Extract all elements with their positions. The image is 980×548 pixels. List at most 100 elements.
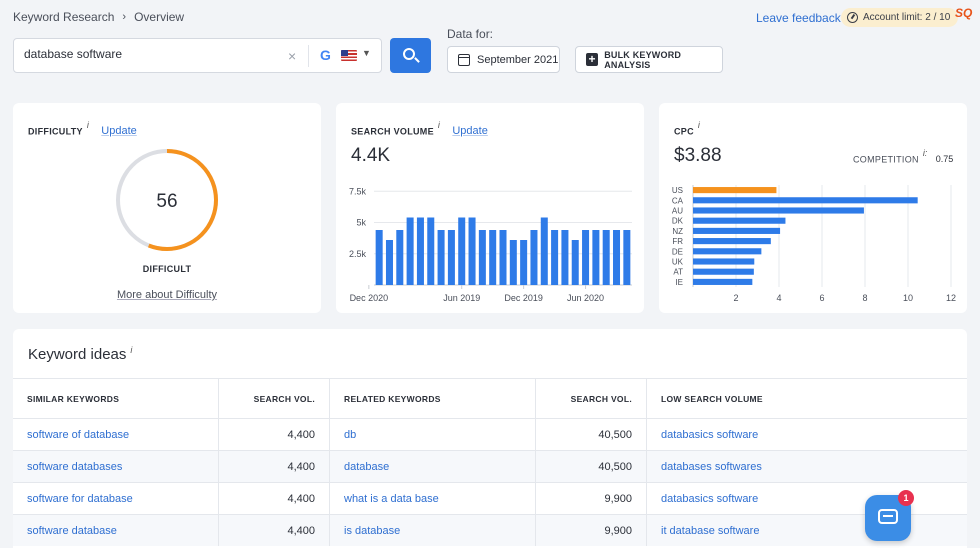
country-label: DE xyxy=(672,247,683,256)
account-limit-badge: Account limit: 2 / 10 xyxy=(841,8,959,27)
google-icon: G xyxy=(320,47,331,63)
breadcrumb-root[interactable]: Keyword Research xyxy=(13,10,115,24)
related-keyword-link[interactable]: what is a data base xyxy=(344,492,439,505)
leave-feedback-link[interactable]: Leave feedback xyxy=(756,11,841,25)
similar-keyword-link[interactable]: software database xyxy=(27,524,117,537)
low-volume-keyword-link[interactable]: databasics software xyxy=(661,428,759,441)
account-limit-text: Account limit: 2 / 10 xyxy=(863,12,951,23)
search-box: × G ▼ xyxy=(13,38,382,73)
info-icon[interactable]: i xyxy=(86,120,89,130)
chat-icon xyxy=(878,509,898,524)
cpc-bar[interactable] xyxy=(693,207,864,214)
table-header-row: SIMILAR KEYWORDS SEARCH VOL. RELATED KEY… xyxy=(13,378,967,418)
x-tick-label: Jun 2020 xyxy=(567,293,604,303)
search-volume-update-link[interactable]: Update xyxy=(452,125,488,138)
cpc-bar[interactable] xyxy=(693,238,771,245)
column-header: LOW SEARCH VOLUME xyxy=(661,393,763,404)
cpc-card: CPCi $3.88 COMPETITIONi: 0.75 2 4 6 8 10 12 US… xyxy=(659,103,967,313)
cpc-bar[interactable] xyxy=(693,258,755,265)
x-tick-label: 8 xyxy=(862,293,867,303)
volume-bar[interactable] xyxy=(396,230,404,285)
search-volume-cell: 4,400 xyxy=(219,419,330,450)
column-header[interactable]: SEARCH VOL. xyxy=(536,379,647,418)
volume-bar[interactable] xyxy=(592,230,600,285)
cpc-value: $3.88 xyxy=(674,145,722,166)
volume-bar[interactable] xyxy=(561,230,569,285)
volume-bar[interactable] xyxy=(571,240,579,285)
chevron-right-icon: › xyxy=(122,11,127,23)
table-row: software for database 4,400 what is a da… xyxy=(13,482,967,514)
low-volume-keyword-link[interactable]: it database software xyxy=(661,524,760,537)
volume-bar[interactable] xyxy=(499,230,507,285)
related-keyword-link[interactable]: is database xyxy=(344,524,401,537)
gauge-fill xyxy=(116,149,218,251)
volume-bar[interactable] xyxy=(509,240,517,285)
country-label: NZ xyxy=(672,227,683,236)
competition-value: 0.75 xyxy=(935,154,954,165)
competition-label: COMPETITION xyxy=(853,154,919,165)
keyword-ideas-card: Keyword ideas i SIMILAR KEYWORDS SEARCH V… xyxy=(13,329,967,548)
search-volume-cell: 4,400 xyxy=(219,515,330,546)
cpc-bar[interactable] xyxy=(693,268,754,275)
volume-bar[interactable] xyxy=(530,230,538,285)
related-keyword-link[interactable]: db xyxy=(344,428,357,441)
volume-bar[interactable] xyxy=(602,230,610,285)
x-tick-label: Dec 2020 xyxy=(350,293,389,303)
low-volume-keyword-link[interactable]: databasics software xyxy=(661,492,759,505)
volume-bar[interactable] xyxy=(551,230,559,285)
low-volume-keyword-link[interactable]: databases softwares xyxy=(661,460,762,473)
date-value: September 2021 xyxy=(477,53,559,66)
volume-bar[interactable] xyxy=(447,230,455,285)
volume-bar[interactable] xyxy=(385,240,393,285)
info-icon[interactable]: i: xyxy=(922,148,928,158)
country-label: DK xyxy=(672,217,684,226)
volume-bar[interactable] xyxy=(613,230,621,285)
similar-keyword-link[interactable]: software databases xyxy=(27,460,123,473)
cpc-bar[interactable] xyxy=(693,187,777,194)
country-label: AU xyxy=(672,207,683,216)
search-volume-cell: 4,400 xyxy=(219,483,330,514)
search-volume-cell: 9,900 xyxy=(536,515,647,546)
search-input[interactable] xyxy=(24,47,284,61)
cpc-bar[interactable] xyxy=(693,248,762,255)
table-row: software database 4,400 is database 9,90… xyxy=(13,514,967,546)
difficulty-update-link[interactable]: Update xyxy=(101,125,137,138)
date-picker-button[interactable]: September 2021 xyxy=(447,46,560,73)
volume-bar[interactable] xyxy=(416,217,424,286)
data-for-label: Data for: xyxy=(447,27,494,41)
volume-bar[interactable] xyxy=(540,217,548,286)
column-header[interactable]: SEARCH VOL. xyxy=(219,379,330,418)
volume-bar[interactable] xyxy=(437,230,445,285)
volume-bar[interactable] xyxy=(623,230,631,285)
cpc-bar[interactable] xyxy=(693,197,918,204)
us-flag-icon[interactable] xyxy=(341,50,357,61)
cpc-bar[interactable] xyxy=(693,278,753,285)
volume-bar[interactable] xyxy=(375,230,383,285)
info-icon[interactable]: i xyxy=(437,120,440,130)
cpc-bar[interactable] xyxy=(693,217,786,224)
volume-bar[interactable] xyxy=(468,217,476,286)
volume-bar[interactable] xyxy=(520,240,528,285)
search-volume-chart: 2.5k 5k 7.5k Jun 2019 Dec 2019 Jun 2020 Dec 20… xyxy=(349,186,632,303)
volume-bar[interactable] xyxy=(478,230,486,285)
clear-icon[interactable]: × xyxy=(288,48,297,64)
volume-bar[interactable] xyxy=(406,217,414,286)
volume-bar[interactable] xyxy=(458,217,466,286)
volume-bar[interactable] xyxy=(427,217,435,286)
info-icon[interactable]: i xyxy=(130,345,133,355)
volume-bar[interactable] xyxy=(582,230,590,285)
search-button[interactable] xyxy=(390,38,431,73)
bulk-keyword-analysis-button[interactable]: + BULK KEYWORD ANALYSIS xyxy=(575,46,723,73)
info-icon[interactable]: i xyxy=(697,120,700,130)
cpc-bar[interactable] xyxy=(693,227,781,234)
bulk-label: BULK KEYWORD ANALYSIS xyxy=(604,49,682,70)
chevron-down-icon[interactable]: ▼ xyxy=(362,48,371,58)
volume-bar[interactable] xyxy=(489,230,497,285)
related-keyword-link[interactable]: database xyxy=(344,460,390,473)
country-label: CA xyxy=(672,196,684,205)
more-about-difficulty-link[interactable]: More about Difficulty xyxy=(116,289,218,301)
search-volume-cell: 40,500 xyxy=(536,419,647,450)
search-icon xyxy=(403,48,415,60)
similar-keyword-link[interactable]: software for database xyxy=(27,492,133,505)
similar-keyword-link[interactable]: software of database xyxy=(27,428,130,441)
